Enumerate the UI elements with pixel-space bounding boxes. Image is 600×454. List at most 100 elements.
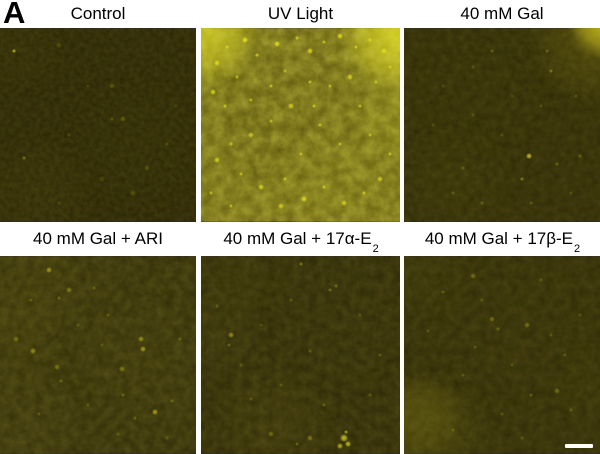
cell-spot xyxy=(277,203,284,210)
cell-spot xyxy=(500,132,504,137)
noise-texture xyxy=(404,28,600,222)
cell-spot xyxy=(76,323,81,328)
panel-label-text: 40 mM Gal + ARI xyxy=(33,229,163,248)
cell-spot xyxy=(322,402,327,407)
cell-spot xyxy=(267,431,274,438)
cell-spot xyxy=(368,392,373,397)
cell-spot xyxy=(115,432,120,437)
cell-spot xyxy=(529,200,534,205)
cell-spot xyxy=(337,32,344,39)
cell-spot xyxy=(258,323,263,328)
panel-letter: A xyxy=(3,0,26,30)
cell-spot xyxy=(11,49,16,54)
micrograph-40mm-gal xyxy=(404,28,600,222)
cell-spot xyxy=(554,161,559,166)
cell-spot xyxy=(99,343,104,348)
cell-spot xyxy=(254,53,259,58)
cell-spot xyxy=(362,190,367,195)
cell-spot xyxy=(341,199,348,206)
cell-spot xyxy=(338,142,343,147)
cell-spot xyxy=(86,402,91,407)
cell-spot xyxy=(529,392,534,397)
cell-spot xyxy=(234,74,239,79)
cell-spot xyxy=(56,200,61,205)
panel-label-gal-17a-e2: 40 mM Gal + 17α-E2 xyxy=(201,222,400,256)
cell-spot xyxy=(549,68,553,73)
cell-spot xyxy=(228,204,233,209)
cell-spot xyxy=(92,285,97,290)
cell-spot xyxy=(307,435,314,442)
cell-spot xyxy=(118,365,125,372)
cell-spot xyxy=(120,116,127,123)
cell-spot xyxy=(214,303,219,308)
micrograph-40mm-gal-17b-e2 xyxy=(404,256,600,454)
cell-spot xyxy=(301,195,308,202)
panel-label-text: UV Light xyxy=(267,4,334,23)
cell-spot xyxy=(257,184,264,191)
cell-spot xyxy=(545,49,550,54)
cell-spot xyxy=(248,396,253,401)
fluorescent-cell-layer xyxy=(201,256,400,454)
cell-spot xyxy=(500,412,504,417)
cell-spot xyxy=(388,152,393,157)
cell-spot xyxy=(98,176,105,183)
cell-spot xyxy=(65,286,72,293)
cell-spot xyxy=(322,39,327,44)
cell-spot xyxy=(222,103,227,108)
cell-spot xyxy=(377,176,384,183)
cell-spot xyxy=(130,189,137,196)
panel-label-text: 40 mM Gal + 17α-E xyxy=(223,229,372,248)
cell-spot xyxy=(574,93,579,98)
cell-spot xyxy=(368,37,373,42)
cell-spot xyxy=(441,84,446,89)
noise-texture xyxy=(0,256,196,454)
cell-spot xyxy=(294,442,299,447)
cell-spot xyxy=(451,428,455,433)
cell-spot xyxy=(151,409,158,416)
cell-spot xyxy=(288,297,293,302)
cell-spot xyxy=(368,132,373,137)
cell-spot xyxy=(490,49,495,54)
cell-spot xyxy=(460,165,465,170)
cell-spot xyxy=(337,443,344,450)
cell-spot xyxy=(121,392,126,397)
cell-spot xyxy=(53,363,60,370)
cell-spot xyxy=(509,362,514,367)
cell-spot xyxy=(298,152,303,157)
fluorescent-cell-layer xyxy=(0,256,196,454)
cell-spot xyxy=(164,436,169,441)
cell-spot xyxy=(568,408,573,413)
cell-spot xyxy=(29,297,34,302)
cell-spot xyxy=(307,48,314,55)
cell-spot xyxy=(344,430,349,435)
cell-spot xyxy=(287,102,294,109)
cell-spot xyxy=(539,103,544,108)
cell-spot xyxy=(441,289,446,294)
cell-spot xyxy=(247,131,254,138)
cell-spot xyxy=(164,142,169,147)
cell-spot xyxy=(21,155,26,160)
panel-label-subscript: 2 xyxy=(372,243,379,256)
cell-spot xyxy=(294,35,299,40)
cell-spot xyxy=(37,412,42,417)
cell-spot xyxy=(108,83,115,90)
cell-spot xyxy=(308,80,313,85)
cell-spot xyxy=(226,343,231,348)
cell-spot xyxy=(469,272,476,279)
micrograph-40mm-gal-17a-e2 xyxy=(201,256,400,454)
cell-spot xyxy=(578,313,583,318)
cell-spot xyxy=(539,277,544,282)
cell-spot xyxy=(55,42,62,49)
cell-spot xyxy=(238,362,243,367)
cell-spot xyxy=(308,349,313,354)
cell-spot xyxy=(568,190,573,195)
cell-spot xyxy=(358,103,363,108)
noise-texture xyxy=(0,28,196,222)
cell-spot xyxy=(381,48,388,55)
cell-spot xyxy=(170,398,175,403)
fluorescent-cell-layer xyxy=(404,28,600,222)
cell-spot xyxy=(524,322,531,329)
panel-label-uv-light: UV Light xyxy=(201,0,400,28)
cell-spot xyxy=(228,142,233,147)
cell-spot xyxy=(470,64,475,69)
